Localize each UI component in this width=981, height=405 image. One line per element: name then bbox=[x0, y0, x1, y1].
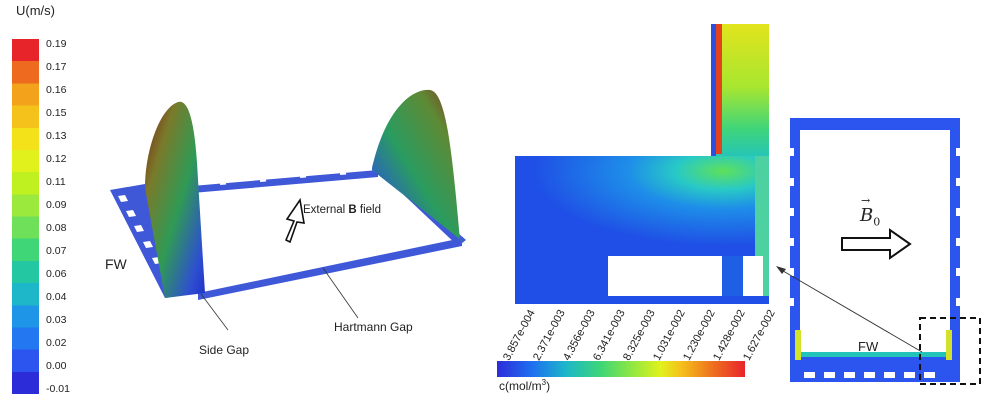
channel-wall-far bbox=[192, 170, 378, 193]
concentration-cavity bbox=[608, 256, 722, 296]
velocity-tick: 0.02 bbox=[46, 337, 67, 349]
velocity-tick: 0.04 bbox=[46, 291, 67, 303]
concentration-bottom-wall bbox=[515, 296, 769, 304]
side-gap-velocity-peak-left bbox=[145, 101, 205, 298]
cross-section-top-wall bbox=[790, 118, 960, 130]
fw-corner-hot-left bbox=[795, 330, 801, 360]
concentration-title-sup: 3 bbox=[541, 378, 547, 387]
concentration-contour-plot bbox=[515, 24, 769, 304]
cross-section-left-wall bbox=[790, 118, 800, 380]
concentration-strut-left bbox=[515, 256, 563, 296]
duct-inner-wall bbox=[711, 24, 716, 159]
fw-corner-hot-right bbox=[946, 330, 952, 360]
fw-concentration-band bbox=[800, 352, 950, 357]
velocity-tick: 0.17 bbox=[46, 61, 67, 73]
concentration-colorbar bbox=[497, 361, 745, 377]
velocity-tick: 0.09 bbox=[46, 199, 67, 211]
external-field-label-prefix: External bbox=[303, 204, 349, 216]
concentration-cavity-right bbox=[743, 256, 763, 296]
b0-symbol: B bbox=[860, 205, 874, 226]
velocity-tick: 0.00 bbox=[46, 360, 67, 372]
velocity-tick: -0.01 bbox=[46, 383, 70, 395]
velocity-colorbar bbox=[12, 39, 39, 394]
velocity-tick: 0.07 bbox=[46, 245, 67, 257]
velocity-tick: 0.08 bbox=[46, 222, 67, 234]
side-wall-notches bbox=[790, 148, 960, 306]
b0-label: → B0 bbox=[860, 194, 881, 229]
hartmann-gap-leader bbox=[322, 267, 359, 319]
fw-cooling-channels bbox=[804, 372, 935, 378]
velocity-tick: 0.06 bbox=[46, 268, 67, 280]
b0-field-arrow bbox=[841, 228, 912, 260]
concentration-title-text: c(mol/m bbox=[499, 379, 542, 393]
fw-label-left: FW bbox=[105, 256, 127, 272]
channel-cross-section bbox=[790, 118, 981, 385]
side-gap-leader bbox=[200, 293, 229, 331]
velocity-tick: 0.11 bbox=[46, 176, 66, 188]
concentration-strut-mid bbox=[563, 256, 608, 296]
channel-wall-near bbox=[198, 238, 462, 300]
velocity-tick: 0.15 bbox=[46, 107, 67, 119]
concentration-title-end: ) bbox=[546, 379, 551, 393]
b0-vector-arrow: → bbox=[861, 194, 871, 207]
side-gap-velocity-peak-right bbox=[372, 89, 466, 244]
velocity-profile-3d-plot bbox=[110, 89, 466, 331]
external-field-label-suffix: field bbox=[356, 204, 381, 216]
velocity-tick: 0.13 bbox=[46, 130, 67, 142]
velocity-colorbar-title: U(m/s) bbox=[16, 3, 55, 18]
external-field-label: External B field bbox=[303, 204, 381, 216]
fw-label-right: FW bbox=[858, 339, 879, 354]
external-field-label-bold: B bbox=[348, 204, 357, 216]
external-field-arrow bbox=[284, 197, 305, 244]
cross-section-right-wall bbox=[950, 118, 960, 380]
zoom-connector bbox=[776, 266, 923, 353]
velocity-tick: 0.19 bbox=[46, 38, 67, 50]
hartmann-gap-label: Hartmann Gap bbox=[334, 320, 413, 334]
velocity-tick: 0.03 bbox=[46, 314, 67, 326]
concentration-colorbar-title: c(mol/m3) bbox=[499, 378, 550, 393]
velocity-tick: 0.12 bbox=[46, 153, 67, 165]
b0-subscript: 0 bbox=[873, 215, 881, 229]
concentration-main-block bbox=[515, 156, 769, 256]
duct-high-concentration-band bbox=[716, 24, 722, 154]
side-gap-label: Side Gap bbox=[199, 343, 250, 357]
zoom-region-box bbox=[919, 317, 981, 385]
hartmann-gap-marks bbox=[220, 172, 429, 285]
velocity-tick: 0.16 bbox=[46, 84, 67, 96]
